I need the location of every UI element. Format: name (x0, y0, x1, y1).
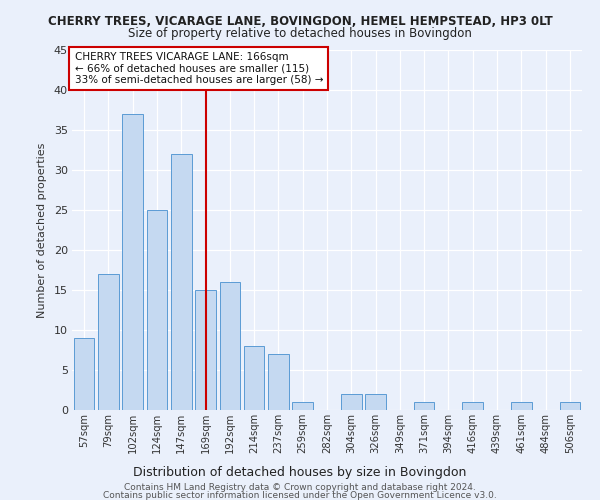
Bar (341, 394, 362, 410)
Y-axis label: Number of detached properties: Number of detached properties (37, 142, 47, 318)
Bar (122, 114, 143, 410)
Bar (414, 402, 434, 410)
Bar (244, 346, 265, 410)
Text: Contains public sector information licensed under the Open Government Licence v3: Contains public sector information licen… (103, 490, 497, 500)
Text: Size of property relative to detached houses in Bovingdon: Size of property relative to detached ho… (128, 28, 472, 40)
Text: CHERRY TREES VICARAGE LANE: 166sqm
← 66% of detached houses are smaller (115)
33: CHERRY TREES VICARAGE LANE: 166sqm ← 66%… (74, 52, 323, 85)
Text: Contains HM Land Registry data © Crown copyright and database right 2024.: Contains HM Land Registry data © Crown c… (124, 483, 476, 492)
Text: Distribution of detached houses by size in Bovingdon: Distribution of detached houses by size … (133, 466, 467, 479)
Text: CHERRY TREES, VICARAGE LANE, BOVINGDON, HEMEL HEMPSTEAD, HP3 0LT: CHERRY TREES, VICARAGE LANE, BOVINGDON, … (47, 15, 553, 28)
Bar (560, 402, 580, 410)
Bar (365, 394, 386, 410)
Bar (195, 290, 216, 410)
Bar (220, 282, 240, 410)
Bar (171, 154, 191, 410)
Bar (74, 338, 94, 410)
Bar (292, 402, 313, 410)
Bar (511, 402, 532, 410)
Bar (463, 402, 483, 410)
Bar (146, 210, 167, 410)
Bar (268, 354, 289, 410)
Bar (98, 274, 119, 410)
